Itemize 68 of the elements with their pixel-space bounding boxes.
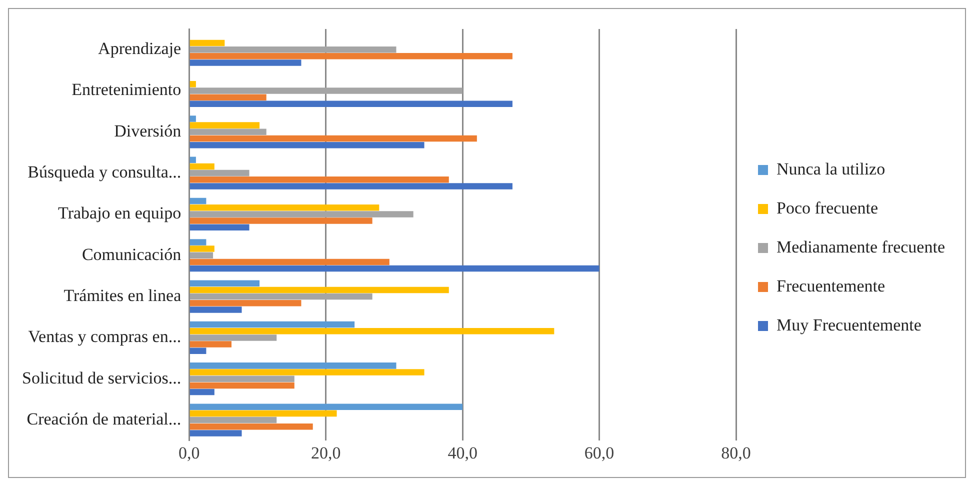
bar xyxy=(190,128,266,136)
legend-label: Medianamente frecuente xyxy=(776,237,946,256)
bar xyxy=(190,53,512,60)
bar xyxy=(190,328,554,334)
bar xyxy=(190,376,294,382)
bar xyxy=(190,382,294,389)
bar xyxy=(190,416,277,424)
y-tick-label: Búsqueda y consulta... xyxy=(28,162,182,182)
x-tick-label: 80,0 xyxy=(721,443,751,462)
bar xyxy=(190,116,196,122)
y-tick-label: Ventas y compras en... xyxy=(28,327,182,346)
bar xyxy=(190,362,396,369)
bar xyxy=(190,423,313,430)
bar xyxy=(190,258,390,266)
bar xyxy=(190,170,250,176)
bar xyxy=(190,224,250,231)
bar xyxy=(190,388,214,396)
legend-label: Muy Frecuentemente xyxy=(776,315,922,334)
bar xyxy=(190,348,206,354)
y-tick-label: Aprendizaje xyxy=(98,39,182,58)
bar xyxy=(190,122,260,128)
bar xyxy=(190,198,206,204)
bar xyxy=(190,404,463,410)
bar xyxy=(190,183,512,190)
x-tick-label: 40,0 xyxy=(448,443,478,462)
bar xyxy=(190,218,372,224)
bar xyxy=(190,46,396,53)
bar xyxy=(190,286,449,294)
bar xyxy=(190,135,477,142)
y-tick-label: Comunicación xyxy=(82,244,182,264)
bar xyxy=(190,60,302,66)
bar xyxy=(190,369,424,376)
bar xyxy=(190,306,242,313)
bar xyxy=(190,265,600,272)
bar xyxy=(190,410,337,417)
legend-label: Poco frecuente xyxy=(776,198,878,218)
bar xyxy=(190,88,463,94)
bar xyxy=(190,40,225,46)
y-tick-label: Solicitud de servicios... xyxy=(22,368,182,388)
bar xyxy=(190,246,214,252)
bar xyxy=(190,176,449,183)
bar xyxy=(190,94,266,100)
bar xyxy=(190,321,355,328)
bar xyxy=(190,163,214,170)
y-tick-label: Diversión xyxy=(114,121,182,140)
y-tick-label: Creación de material... xyxy=(26,409,182,428)
bar xyxy=(190,430,242,436)
y-tick-label: Entretenimiento xyxy=(72,80,182,100)
legend-label: Nunca la utilizo xyxy=(776,159,886,178)
y-tick-label: Trabajo en equipo xyxy=(58,204,182,223)
bar xyxy=(190,100,512,108)
x-tick-label: 60,0 xyxy=(584,443,614,462)
bar xyxy=(190,204,380,211)
bar xyxy=(190,300,302,306)
x-tick-label: 20,0 xyxy=(310,443,341,462)
bar xyxy=(190,239,206,246)
y-tick-label: Trámites en linea xyxy=(64,286,182,306)
bar xyxy=(190,280,260,286)
bar xyxy=(190,341,232,348)
legend-label: Frecuentemente xyxy=(776,276,886,296)
bar xyxy=(190,142,424,148)
x-tick-label: 0,0 xyxy=(178,443,200,462)
bar xyxy=(190,156,196,164)
bar xyxy=(190,81,196,88)
bar xyxy=(190,211,414,218)
bar xyxy=(190,293,372,300)
bar xyxy=(190,252,214,259)
bar xyxy=(190,334,277,341)
